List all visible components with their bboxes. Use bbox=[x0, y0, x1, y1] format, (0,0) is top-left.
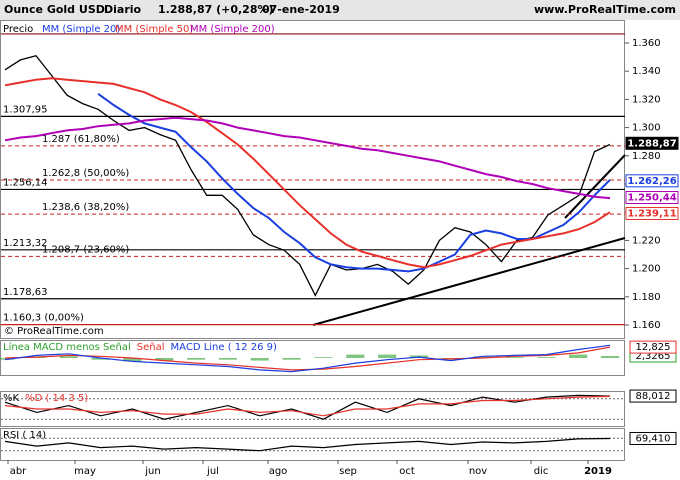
x-tick-label: ago bbox=[269, 466, 288, 477]
histogram-bar bbox=[91, 358, 110, 360]
instrument: Ounce Gold USD bbox=[4, 3, 105, 16]
histogram-bar bbox=[537, 357, 556, 358]
last-value-label: 1.288,87 bbox=[627, 138, 676, 149]
indicator-line bbox=[4, 344, 611, 373]
legend-entry: %D ( 14 3 5) bbox=[25, 393, 88, 404]
last-value-label: 2,3265 bbox=[636, 351, 671, 362]
histogram-bar bbox=[314, 357, 333, 358]
level-label: 1.307,95 bbox=[3, 104, 48, 115]
level-label: 1.287 (61,80%) bbox=[42, 134, 120, 145]
legend-entry: Línea MACD menos Señal bbox=[3, 341, 131, 353]
legend-entry: RSI ( 14) bbox=[3, 430, 46, 441]
histogram-bar bbox=[346, 354, 365, 358]
legend-entry: Precio bbox=[3, 24, 33, 35]
y-tick-label: 1.200 bbox=[632, 264, 661, 275]
y-tick-label: 1.280 bbox=[632, 151, 661, 162]
quote: 1.288,87 (+0,28%) bbox=[158, 3, 274, 16]
rsi-panel bbox=[0, 428, 625, 461]
indicator-line bbox=[4, 437, 611, 452]
y-tick-label: 1.180 bbox=[632, 292, 661, 303]
x-tick-label: nov bbox=[469, 466, 487, 477]
series-line bbox=[4, 116, 611, 200]
x-tick-label: dic bbox=[534, 466, 549, 477]
y-tick-label: 1.340 bbox=[632, 66, 661, 77]
indicator-line bbox=[4, 394, 611, 420]
histogram-bar bbox=[569, 354, 588, 358]
last-value-label: 1.250,44 bbox=[627, 192, 676, 203]
legend-entry: MACD Line ( 12 26 9) bbox=[171, 342, 277, 353]
y-tick-label: 1.160 bbox=[632, 320, 661, 331]
series-line bbox=[4, 77, 611, 269]
level-label: 1.256,14 bbox=[3, 177, 48, 188]
level-label: 1.238,6 (38,20%) bbox=[42, 202, 129, 213]
histogram-bar bbox=[186, 358, 206, 360]
level-label: 1.208,7 (23,60%) bbox=[42, 244, 129, 255]
histogram-bar bbox=[505, 357, 524, 358]
last-value-box bbox=[629, 340, 677, 354]
histogram-bar bbox=[59, 356, 78, 358]
copyright: © ProRealTime.com bbox=[4, 326, 104, 337]
last-value-box bbox=[625, 190, 679, 204]
legend-entry: MM (Simple 20) bbox=[42, 24, 120, 35]
trendline bbox=[564, 154, 626, 219]
x-tick-label: oct bbox=[399, 466, 415, 477]
x-tick-label: jun bbox=[144, 466, 160, 477]
histogram-bar bbox=[155, 358, 174, 361]
histogram-bar bbox=[218, 358, 237, 360]
header-bar bbox=[0, 0, 680, 20]
level-label: 1.262,8 (50,00%) bbox=[42, 168, 129, 179]
period: Diario bbox=[104, 3, 142, 16]
y-tick-label: 1.360 bbox=[632, 38, 661, 49]
histogram-bar bbox=[600, 356, 620, 358]
last-value-box bbox=[629, 431, 677, 445]
trendline bbox=[312, 237, 626, 326]
y-tick-label: 1.300 bbox=[632, 123, 661, 134]
last-value-box bbox=[625, 136, 679, 150]
x-tick-label: may bbox=[74, 466, 96, 477]
last-value-label: 12,825 bbox=[636, 342, 671, 353]
histogram-bar bbox=[282, 358, 301, 360]
site: www.ProRealTime.com bbox=[534, 3, 676, 16]
level-label: 1.213,32 bbox=[3, 238, 48, 249]
histogram-bar bbox=[473, 356, 492, 358]
histogram-bar bbox=[123, 358, 142, 362]
y-tick-label: 1.320 bbox=[632, 94, 661, 105]
level-label: 1.178,63 bbox=[3, 287, 48, 298]
last-value-label: 1.239,11 bbox=[627, 208, 676, 219]
last-value-box bbox=[625, 174, 679, 188]
level-label: 1.160,3 (0,00%) bbox=[3, 313, 84, 324]
x-tick-label: sep bbox=[339, 466, 357, 477]
series-line bbox=[4, 54, 611, 297]
legend-entry: MM (Simple 50) bbox=[115, 24, 193, 35]
stoch-panel bbox=[0, 391, 625, 427]
series-line bbox=[97, 92, 611, 273]
last-value-label: 1.262,26 bbox=[627, 176, 676, 187]
histogram-bar bbox=[250, 358, 269, 361]
histogram-bar bbox=[378, 354, 397, 358]
last-value-label: 88,012 bbox=[636, 391, 671, 402]
last-value-box bbox=[629, 389, 677, 403]
legend-entry: MM (Simple 200) bbox=[190, 24, 275, 35]
x-tick-label: abr bbox=[10, 466, 27, 477]
y-tick-label: 1.220 bbox=[632, 235, 661, 246]
legend-entry: %K bbox=[3, 393, 20, 404]
last-value-box bbox=[625, 206, 679, 220]
x-tick-label: jul bbox=[206, 466, 219, 477]
price-panel bbox=[0, 20, 625, 339]
indicator-line bbox=[4, 395, 611, 417]
last-value-label: 69,410 bbox=[636, 433, 671, 444]
date: 07-ene-2019 bbox=[262, 3, 340, 16]
x-tick-label: 2019 bbox=[584, 466, 612, 477]
legend-entry: Señal bbox=[137, 342, 165, 353]
